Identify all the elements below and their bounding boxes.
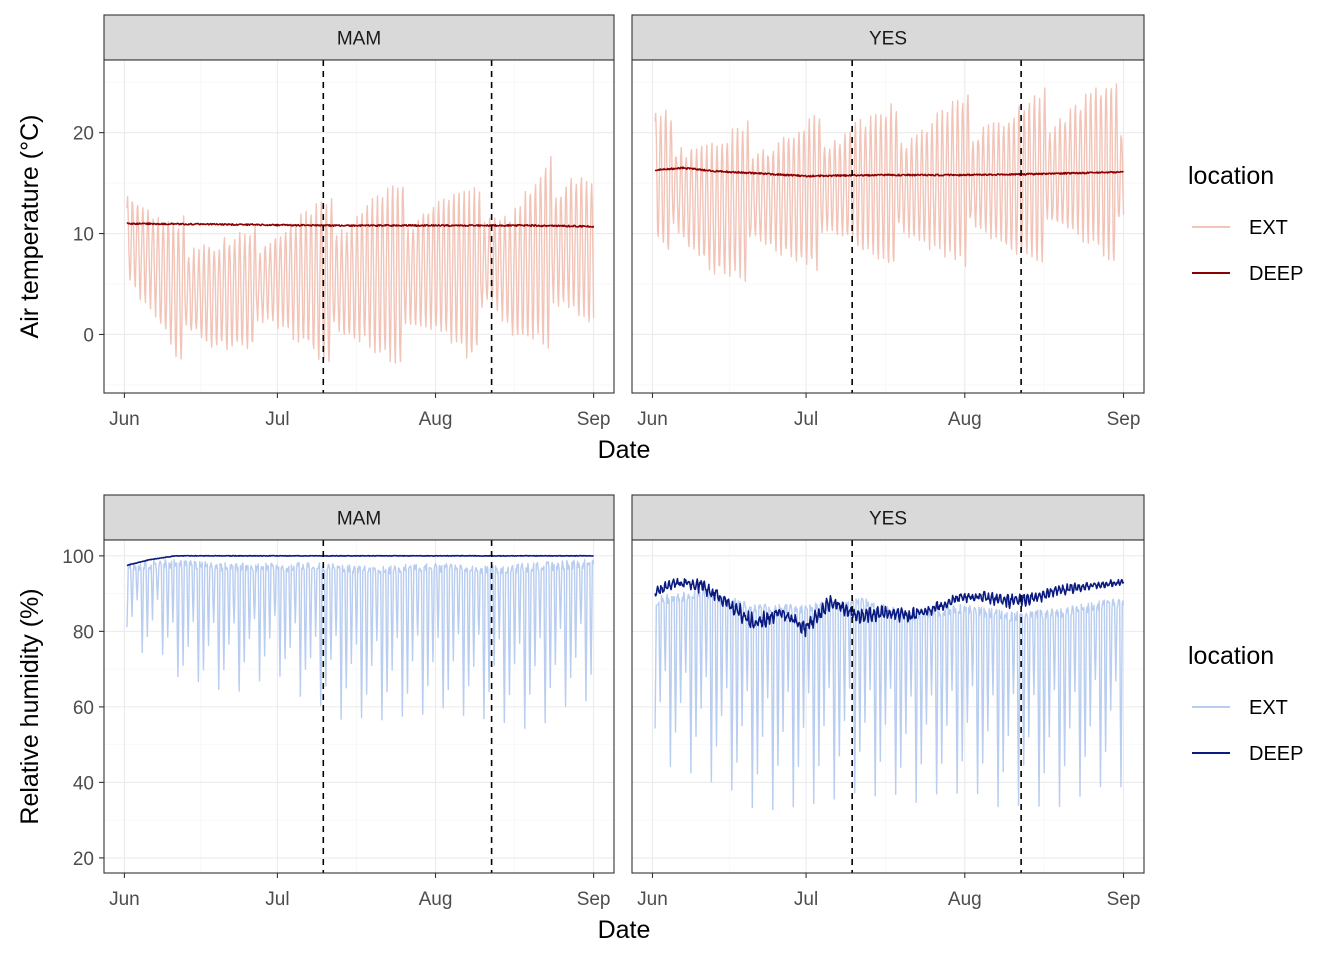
x-tick-label: Jun: [109, 409, 140, 430]
series-line-deep: [654, 577, 1125, 638]
x-tick-label: Jul: [794, 889, 818, 910]
x-tick-label: Jul: [265, 889, 289, 910]
series-line-deep: [126, 554, 594, 567]
panel-border: [631, 539, 1145, 874]
x-tick-label: Aug: [948, 889, 982, 910]
legend-title: location: [1188, 162, 1274, 190]
facet-strip: [103, 14, 615, 61]
y-tick-label: 0: [83, 325, 94, 346]
panel-2-yes: YES Jun Jul Aug Sep: [631, 14, 1145, 430]
y-axis-title: Air temperature (°C): [16, 115, 44, 339]
series-line-ext: [654, 83, 1125, 282]
x-tick-label: Sep: [1107, 889, 1141, 910]
panel-3-mam: MAM Jun Jul Aug Sep 20 40 60 80 100: [62, 494, 615, 910]
y-tick-label: 60: [73, 698, 94, 719]
x-tick-label: Aug: [419, 889, 453, 910]
x-tick-label: Jun: [637, 409, 668, 430]
facet-strip: [631, 494, 1145, 541]
x-axis-title: Date: [598, 916, 651, 944]
x-tick-label: Sep: [577, 889, 611, 910]
y-tick-label: 10: [73, 225, 94, 246]
x-tick-label: Jul: [265, 409, 289, 430]
y-tick-label: 40: [73, 773, 94, 794]
x-tick-label: Jul: [794, 409, 818, 430]
series-line-deep: [126, 222, 595, 228]
panel-1-mam: MAM Jun Jul Aug Sep 0 10 20: [73, 14, 615, 430]
legend-label-deep: DEEP: [1249, 263, 1303, 285]
x-tick-label: Sep: [577, 409, 611, 430]
x-tick-label: Sep: [1107, 409, 1141, 430]
facet-strip-label: YES: [869, 29, 907, 50]
panel-border: [631, 59, 1145, 394]
x-tick-label: Jun: [109, 889, 140, 910]
legend: location EXT DEEP: [1188, 642, 1303, 765]
facet-strip: [103, 494, 615, 541]
x-tick-label: Aug: [948, 409, 982, 430]
y-tick-label: 20: [73, 124, 94, 145]
legend-title: location: [1188, 642, 1274, 670]
legend-label-ext: EXT: [1249, 697, 1288, 719]
series-line-ext: [126, 558, 595, 729]
series-line-deep: [654, 166, 1124, 178]
y-tick-label: 80: [73, 622, 94, 643]
y-axis-title: Relative humidity (%): [16, 588, 44, 824]
legend-label-deep: DEEP: [1249, 743, 1303, 765]
facet-strip-label: YES: [869, 509, 907, 530]
y-tick-label: 20: [73, 849, 94, 870]
y-tick-label: 100: [62, 547, 94, 568]
row-2-annotations: Date Relative humidity (%) location EXT DEEP: [16, 588, 1303, 944]
row-1-annotations: Date Air temperature (°C) location EXT DEEP: [16, 115, 1303, 464]
x-tick-label: Aug: [419, 409, 453, 430]
facet-strip-label: MAM: [337, 509, 381, 530]
panel-4-yes: YES Jun Jul Aug Sep: [631, 494, 1145, 910]
x-tick-label: Jun: [637, 889, 668, 910]
panel-border: [103, 59, 615, 394]
x-axis-title: Date: [598, 436, 651, 464]
series-line-ext: [126, 156, 595, 364]
legend-label-ext: EXT: [1249, 217, 1288, 239]
facet-strip-label: MAM: [337, 29, 381, 50]
legend: location EXT DEEP: [1188, 162, 1303, 285]
